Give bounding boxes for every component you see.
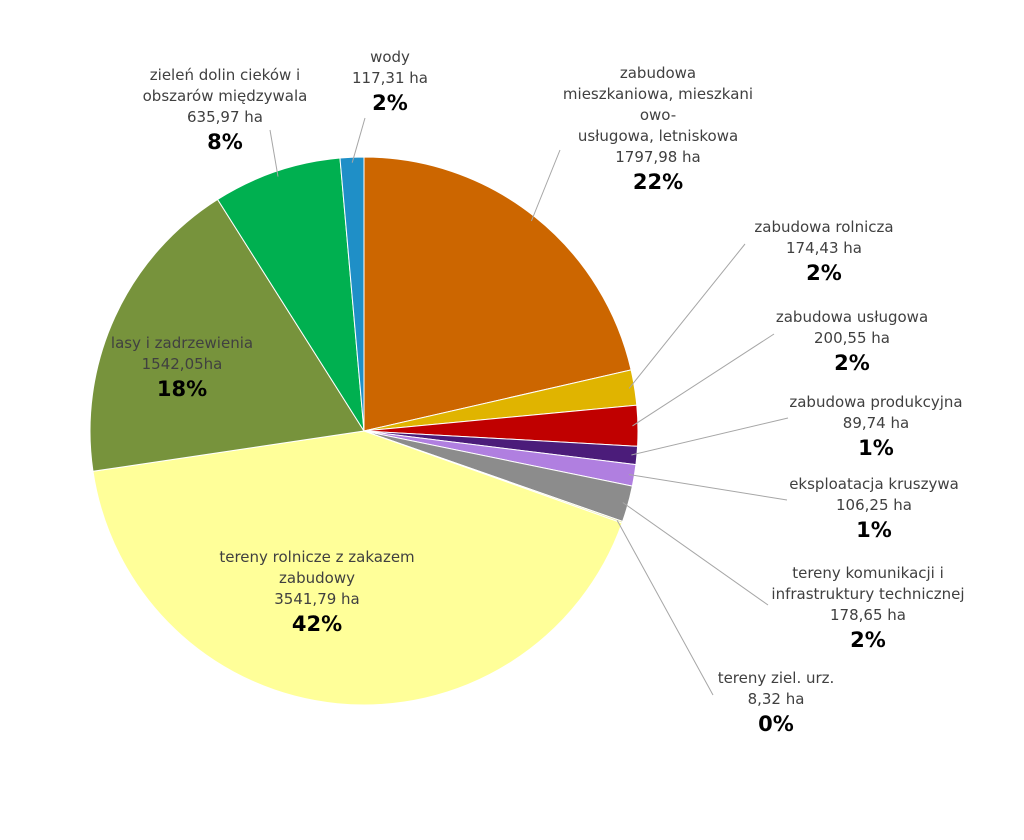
- slice-category-label: zabudowa rolnicza: [754, 218, 893, 236]
- slice-percent-label: 0%: [758, 712, 794, 736]
- slice-value-label: 89,74 ha: [843, 414, 909, 432]
- slice-category-label: wody: [370, 48, 410, 66]
- slice-value-label: 178,65 ha: [830, 606, 906, 624]
- slice-percent-label: 1%: [858, 436, 894, 460]
- slice-category-label: zabudowa usługowa: [776, 308, 928, 326]
- slice-percent-label: 2%: [834, 351, 870, 375]
- leader-line: [616, 520, 714, 696]
- slice-category-label: zabudowy: [279, 569, 355, 587]
- pie-slice: [92, 430, 623, 706]
- leader-line: [631, 417, 789, 456]
- slice-value-label: 117,31 ha: [352, 69, 428, 87]
- pie-slice: [89, 198, 365, 472]
- leader-line: [628, 474, 788, 501]
- slice-category-label: owo-: [640, 106, 676, 124]
- slice-category-label: zabudowa: [620, 64, 696, 82]
- leader-line: [269, 129, 279, 177]
- data-labels: zabudowa mieszkaniowa, mieszkani owo-usług…: [111, 48, 965, 736]
- slice-category-label: zabudowa produkcyjna: [789, 393, 962, 411]
- slice-percent-label: 2%: [806, 261, 842, 285]
- leader-line: [351, 117, 366, 163]
- slice-value-label: 1542,05ha: [142, 355, 223, 373]
- slice-percent-label: 18%: [157, 377, 207, 401]
- slice-percent-label: 2%: [372, 91, 408, 115]
- leader-lines: [269, 117, 789, 696]
- leader-line: [622, 502, 769, 606]
- pie-slice: [363, 156, 632, 432]
- slice-value-label: 200,55 ha: [814, 329, 890, 347]
- leader-line: [530, 149, 561, 222]
- slice-value-label: 1797,98 ha: [615, 148, 701, 166]
- slice-percent-label: 2%: [850, 628, 886, 652]
- pie-slice: [216, 157, 365, 432]
- slice-value-label: 106,25 ha: [836, 496, 912, 514]
- leader-line: [632, 333, 775, 427]
- slice-percent-label: 42%: [292, 612, 342, 636]
- slice-value-label: 174,43 ha: [786, 239, 862, 257]
- slice-percent-label: 22%: [633, 170, 683, 194]
- slice-percent-label: 8%: [207, 130, 243, 154]
- leader-line: [628, 243, 746, 389]
- slice-percent-label: 1%: [856, 518, 892, 542]
- slice-value-label: 3541,79 ha: [274, 590, 360, 608]
- slice-category-label: tereny ziel. urz.: [718, 669, 835, 687]
- slice-category-label: lasy i zadrzewienia: [111, 334, 253, 352]
- slice-category-label: tereny komunikacji i: [792, 564, 944, 582]
- slice-category-label: infrastruktury technicznej: [771, 585, 964, 603]
- slice-category-label: obszarów międzywala: [143, 87, 308, 105]
- slice-category-label: mieszkaniowa, mieszkani: [563, 85, 753, 103]
- slice-category-label: eksploatacja kruszywa: [789, 475, 959, 493]
- pie-slice: [339, 156, 365, 432]
- slice-category-label: usługowa, letniskowa: [578, 127, 738, 145]
- slice-value-label: 8,32 ha: [748, 690, 805, 708]
- pie-slices: [89, 156, 639, 706]
- slice-value-label: 635,97 ha: [187, 108, 263, 126]
- slice-category-label: zieleń dolin cieków i: [150, 66, 300, 84]
- slice-category-label: tereny rolnicze z zakazem: [219, 548, 414, 566]
